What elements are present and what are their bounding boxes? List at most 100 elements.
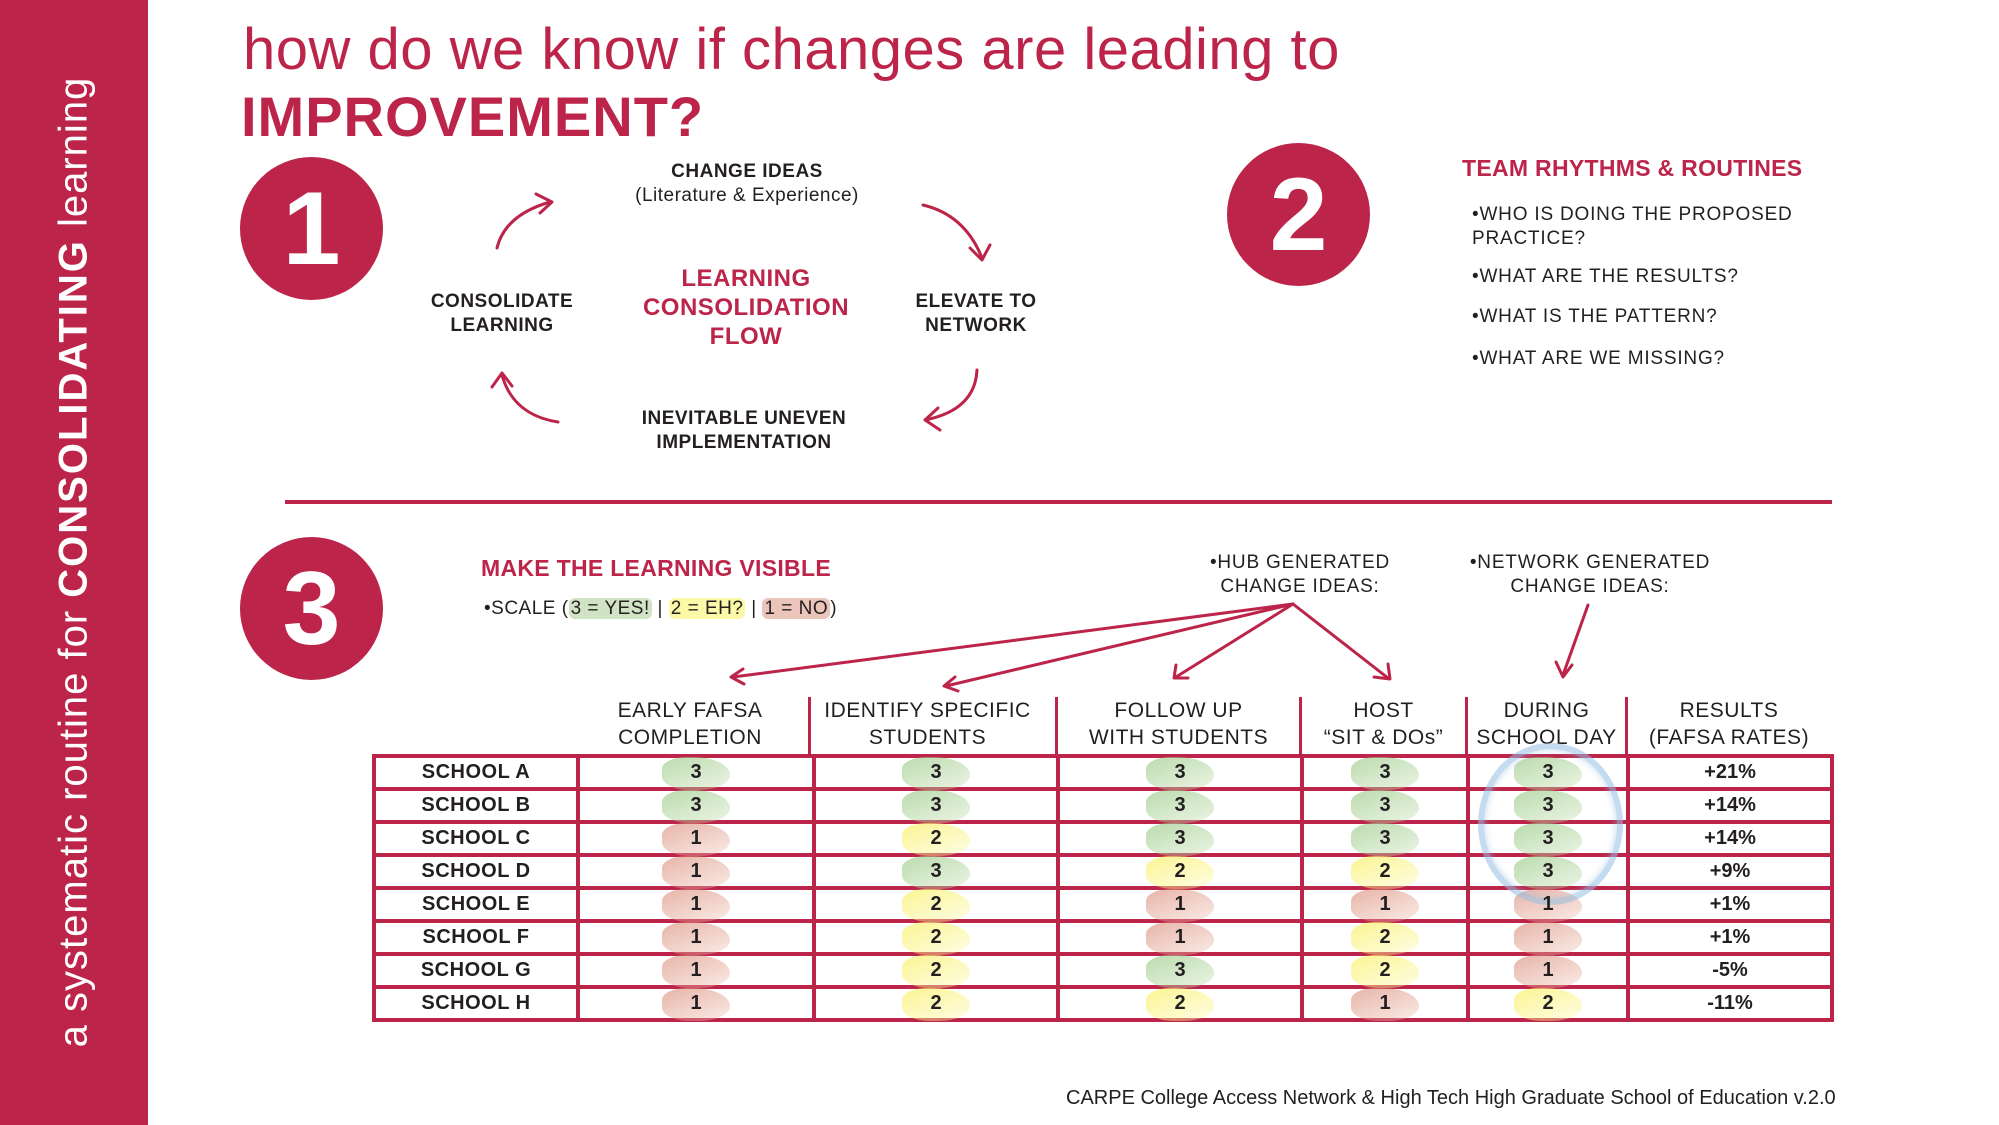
flow-node-title: IMPLEMENTATION [656, 432, 832, 453]
school-name-cell: SCHOOL B [372, 787, 580, 824]
score-value: 2 [930, 992, 942, 1014]
score-cell: 3 [1056, 820, 1304, 857]
column-header-early-fafsa: EARLY FAFSA COMPLETION [572, 697, 808, 754]
watercolor-wash-icon [662, 856, 730, 889]
arrow-head-icon [968, 243, 992, 262]
watercolor-wash-icon [902, 790, 970, 823]
score-value: 3 [1174, 761, 1186, 783]
question-item: •WHAT IS THE PATTERN? [1472, 306, 1718, 327]
flow-center-line: FLOW [709, 323, 783, 350]
score-value: 1 [1542, 926, 1554, 948]
score-cell: 1 [1466, 952, 1630, 989]
watercolor-wash-icon [902, 922, 970, 955]
hub-arrow-icon [944, 602, 1295, 688]
question-text: PRACTICE? [1472, 228, 1586, 249]
score-cell: 1 [576, 919, 816, 956]
score-badge: 1 [662, 889, 730, 922]
header-line: COMPLETION [618, 726, 762, 749]
flow-center-line: CONSOLIDATION [642, 294, 850, 321]
flow-node-title: NETWORK [925, 315, 1027, 336]
arrow-head-icon [942, 675, 960, 693]
flow-node-uneven-implementation: INEVITABLE UNEVEN IMPLEMENTATION [642, 407, 847, 455]
school-name-cell: SCHOOL C [372, 820, 580, 857]
score-badge: 3 [1351, 757, 1419, 790]
score-badge: 2 [902, 922, 970, 955]
score-value: 3 [1542, 827, 1554, 849]
score-badge: 3 [1514, 823, 1582, 856]
watercolor-wash-icon [662, 889, 730, 922]
score-badge: 1 [662, 955, 730, 988]
score-cell: 3 [1056, 787, 1304, 824]
score-badge: 2 [1146, 856, 1214, 889]
table-row: SCHOOL B 3 3 3 3 3 +14% [372, 787, 1834, 824]
column-header-identify-students: IDENTIFY SPECIFIC STUDENTS [811, 697, 1044, 754]
flow-node-consolidate: CONSOLIDATE LEARNING [431, 290, 573, 338]
curved-arrow-icon [923, 368, 979, 422]
watercolor-wash-icon [1514, 856, 1582, 889]
score-cell: 1 [1056, 886, 1304, 923]
hub-arrow-icon [1291, 602, 1390, 680]
score-cell: 2 [812, 952, 1060, 989]
score-cell: 3 [812, 787, 1060, 824]
header-line: EARLY FAFSA [617, 699, 763, 722]
arrow-head-icon [923, 406, 942, 432]
page-title-line2: IMPROVEMENT? [241, 85, 705, 148]
watercolor-wash-icon [1146, 856, 1214, 889]
score-cell: 1 [576, 985, 816, 1022]
arrow-head-icon [1172, 663, 1190, 680]
table-row: SCHOOL D 1 3 2 2 3 +9% [372, 853, 1834, 890]
result-cell: -11% [1626, 985, 1834, 1022]
score-value: 1 [1542, 893, 1554, 915]
score-value: 2 [1379, 860, 1391, 882]
result-cell: +21% [1626, 754, 1834, 791]
question-item: •WHO IS DOING THE PROPOSED PRACTICE? [1472, 203, 1793, 251]
score-badge: 1 [1351, 889, 1419, 922]
column-header-follow-up: FOLLOW UP WITH STUDENTS [1058, 697, 1299, 754]
score-badge: 3 [1514, 856, 1582, 889]
arrow-head-icon [1554, 660, 1574, 679]
score-cell: 1 [576, 952, 816, 989]
flow-node-title: CHANGE IDEAS [671, 161, 823, 182]
watercolor-wash-icon [1351, 757, 1419, 790]
watercolor-wash-icon [1351, 823, 1419, 856]
scale-eh: 2 = EH? [668, 598, 746, 619]
watercolor-wash-icon [902, 889, 970, 922]
score-value: 1 [690, 992, 702, 1014]
score-cell: 1 [576, 853, 816, 890]
result-cell: +1% [1626, 886, 1834, 923]
score-badge: 3 [1351, 823, 1419, 856]
watercolor-wash-icon [1514, 922, 1582, 955]
watercolor-wash-icon [1351, 922, 1419, 955]
score-value: 2 [930, 926, 942, 948]
sidebar-tagline: a systematic routine for CONSOLIDATING l… [52, 77, 97, 1048]
score-badge: 1 [1351, 988, 1419, 1021]
score-badge: 1 [1514, 889, 1582, 922]
watercolor-wash-icon [1351, 889, 1419, 922]
flow-node-title: CONSOLIDATE [430, 291, 574, 312]
score-value: 3 [930, 761, 942, 783]
column-header-results: RESULTS (FAFSA RATES) [1628, 697, 1830, 754]
footer-credit: CARPE College Access Network & High Tech… [1066, 1087, 1836, 1109]
watercolor-wash-icon [1514, 823, 1582, 856]
question-text: •WHO IS DOING THE PROPOSED [1472, 204, 1793, 225]
label-line: CHANGE IDEAS: [1220, 576, 1380, 597]
result-cell: +1% [1626, 919, 1834, 956]
score-cell: 3 [1056, 952, 1304, 989]
score-cell: 3 [1466, 754, 1630, 791]
score-cell: 2 [1466, 985, 1630, 1022]
flow-center-title: LEARNING CONSOLIDATION FLOW [643, 264, 849, 351]
result-cell: -5% [1626, 952, 1834, 989]
score-badge: 1 [662, 856, 730, 889]
score-value: 1 [1379, 893, 1391, 915]
score-badge: 2 [1351, 922, 1419, 955]
score-badge: 2 [902, 823, 970, 856]
watercolor-wash-icon [1146, 988, 1214, 1021]
score-cell: 1 [1466, 886, 1630, 923]
score-value: 2 [1542, 992, 1554, 1014]
result-cell: +9% [1626, 853, 1834, 890]
score-value: 1 [690, 893, 702, 915]
label-line: CHANGE IDEAS: [1510, 576, 1670, 597]
score-cell: 3 [1466, 787, 1630, 824]
column-separator [1465, 697, 1468, 754]
header-line: (FAFSA RATES) [1648, 726, 1810, 749]
